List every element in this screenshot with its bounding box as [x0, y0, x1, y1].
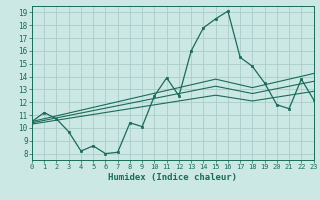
X-axis label: Humidex (Indice chaleur): Humidex (Indice chaleur) — [108, 173, 237, 182]
